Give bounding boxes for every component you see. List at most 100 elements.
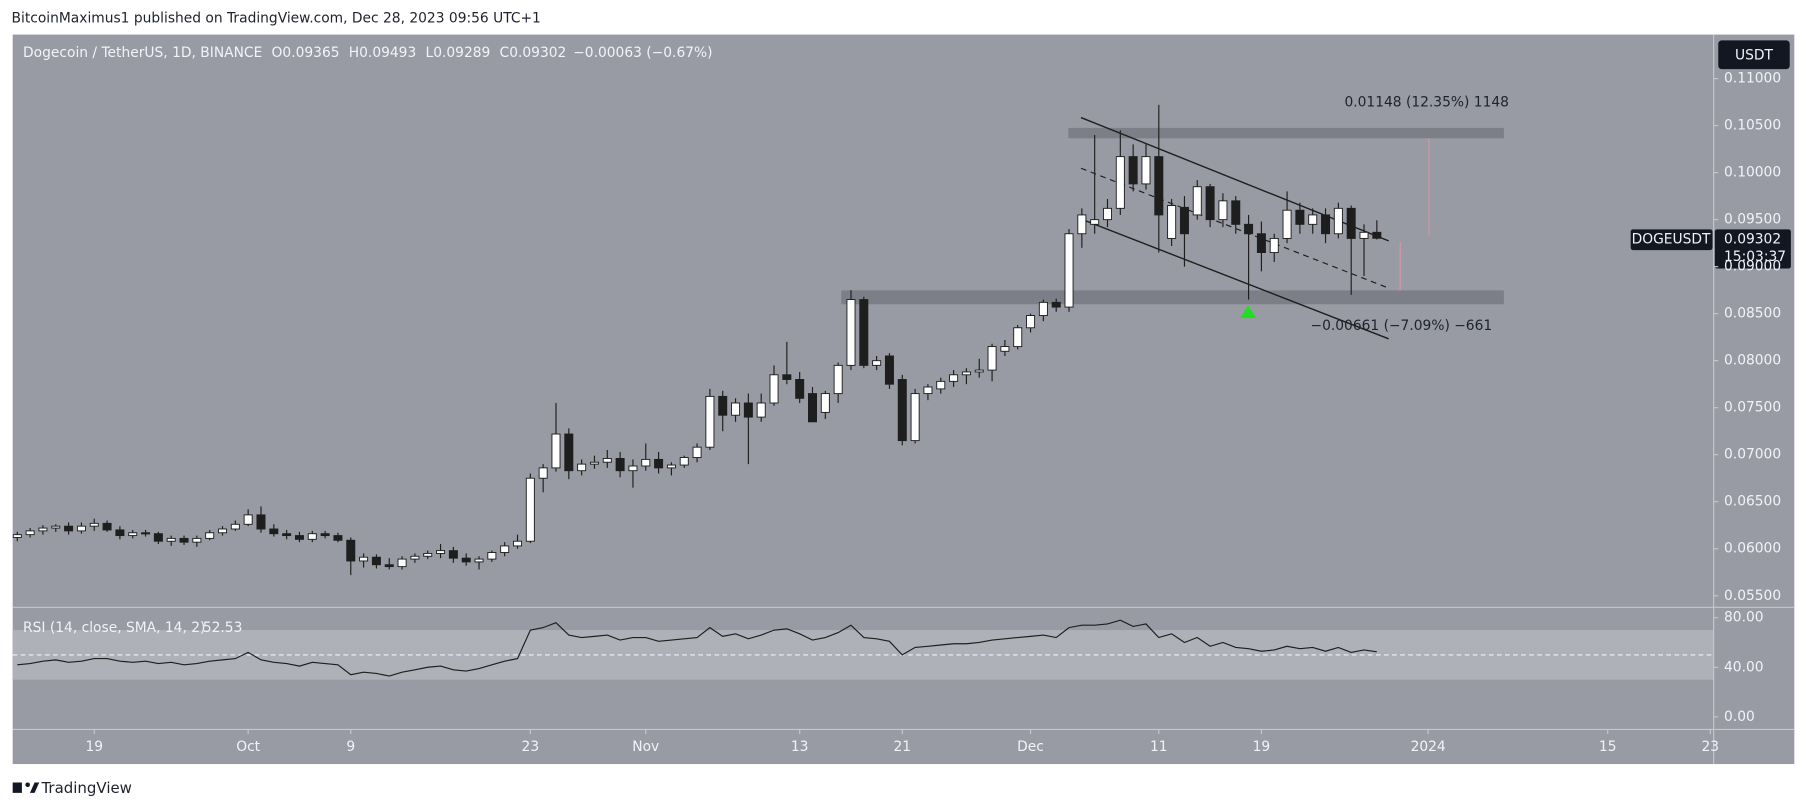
candle-body bbox=[487, 552, 497, 560]
candle-body bbox=[1321, 214, 1331, 235]
candle-body bbox=[1090, 219, 1100, 225]
countdown: 15:03:37 bbox=[1724, 249, 1786, 265]
channel-bottom bbox=[1080, 218, 1389, 340]
candle-body bbox=[1256, 233, 1266, 254]
candle-body bbox=[615, 458, 625, 472]
y-tick-label: 0.08500 bbox=[1724, 306, 1781, 322]
candle-body bbox=[820, 393, 830, 413]
candle-body bbox=[76, 525, 86, 532]
candle-body bbox=[679, 457, 689, 466]
candle-body bbox=[1051, 301, 1061, 308]
x-tick-label: 2024 bbox=[1411, 739, 1446, 755]
candle-body bbox=[1244, 223, 1254, 235]
candle-body bbox=[884, 355, 894, 385]
candle-body bbox=[705, 395, 715, 448]
candle-body bbox=[641, 458, 651, 467]
support-zone bbox=[841, 290, 1504, 305]
candle-body bbox=[589, 461, 599, 465]
rsi-tick-label: 0.00 bbox=[1724, 709, 1755, 725]
candle-body bbox=[1346, 207, 1356, 239]
x-tick-label: 21 bbox=[893, 739, 911, 755]
candle-body bbox=[320, 533, 330, 537]
candle-body bbox=[89, 522, 99, 527]
candle-body bbox=[513, 540, 523, 547]
symbol-box bbox=[1630, 229, 1713, 251]
candle-body bbox=[25, 530, 35, 536]
candle-body bbox=[51, 525, 61, 529]
candle-body bbox=[782, 374, 792, 380]
candle-body bbox=[423, 552, 433, 557]
candle-body bbox=[1013, 327, 1023, 348]
x-tick-label: 23 bbox=[522, 739, 540, 755]
last-price: 0.09302 bbox=[1724, 232, 1781, 248]
candle-body bbox=[1077, 214, 1087, 235]
legend-value: 0.09289 bbox=[433, 45, 490, 61]
candle-body bbox=[1282, 209, 1292, 239]
legend-text: Dogecoin / TetherUS, 1D, BINANCE O0.09365… bbox=[23, 45, 712, 61]
y-tick-label: 0.08000 bbox=[1724, 353, 1781, 369]
rsi-tick-label: 80.00 bbox=[1724, 610, 1764, 626]
x-tick-label: 15 bbox=[1599, 739, 1617, 755]
candle-body bbox=[731, 402, 741, 416]
candle-body bbox=[756, 402, 766, 418]
footer-logo bbox=[12, 782, 40, 793]
candle-body bbox=[294, 535, 304, 540]
candle-body bbox=[1359, 231, 1369, 239]
candle-body bbox=[461, 557, 471, 563]
candle-body bbox=[12, 534, 22, 538]
candle-body bbox=[128, 532, 138, 537]
candle-body bbox=[205, 532, 215, 539]
candle-body bbox=[1026, 315, 1036, 329]
candle-body bbox=[666, 464, 676, 469]
legend-key: O bbox=[272, 45, 283, 61]
x-tick-label: 13 bbox=[791, 739, 809, 755]
legend-title: Dogecoin / TetherUS, 1D, BINANCE bbox=[23, 45, 262, 61]
y-tick-label: 0.09500 bbox=[1724, 212, 1781, 228]
candle-body bbox=[371, 556, 381, 566]
x-tick-label: 11 bbox=[1150, 739, 1168, 755]
rsi-tick-label: 40.00 bbox=[1724, 659, 1764, 675]
candle-body bbox=[1115, 156, 1125, 209]
candle-body bbox=[1141, 156, 1151, 185]
candle-body bbox=[808, 393, 817, 423]
candle-body bbox=[564, 433, 574, 472]
legend-value: 0.09493 bbox=[359, 45, 416, 61]
candle-body bbox=[500, 545, 510, 553]
candle-body bbox=[654, 458, 664, 469]
signal-triangle bbox=[1240, 305, 1257, 319]
candle-body bbox=[846, 299, 856, 366]
candle-body bbox=[743, 402, 753, 418]
legend-key: L bbox=[425, 45, 433, 61]
y-tick-label: 0.05500 bbox=[1724, 588, 1781, 604]
candle-body bbox=[910, 393, 920, 442]
header: BitcoinMaximus1 published on TradingView… bbox=[12, 10, 541, 26]
measure-label: 0.01148 (12.35%) 1148 bbox=[1344, 95, 1509, 111]
y-tick-label: 0.10000 bbox=[1724, 165, 1781, 181]
candle-body bbox=[153, 533, 163, 542]
candle-body bbox=[166, 537, 176, 542]
candle-body bbox=[436, 550, 446, 554]
resistance-zone bbox=[1068, 127, 1504, 139]
legend-value: 0.09302 bbox=[509, 45, 566, 61]
currency-label[interactable]: USDT bbox=[1735, 47, 1774, 63]
rsi-line bbox=[17, 619, 1377, 677]
price-box bbox=[1714, 229, 1791, 269]
candle-body bbox=[102, 522, 112, 531]
legend-key: C bbox=[500, 45, 510, 61]
currency-button[interactable] bbox=[1718, 40, 1790, 70]
candle-body bbox=[218, 528, 228, 534]
candle-body bbox=[64, 525, 74, 532]
candle-body bbox=[1000, 346, 1010, 352]
candle-body bbox=[269, 528, 279, 535]
candle-body bbox=[1269, 237, 1279, 254]
candle-body bbox=[1372, 231, 1382, 239]
candle-body bbox=[256, 514, 266, 530]
y-tick-label: 0.09000 bbox=[1724, 259, 1781, 275]
y-tick-label: 0.06500 bbox=[1724, 494, 1781, 510]
legend-value: 0.09365 bbox=[282, 45, 339, 61]
candle-body bbox=[474, 558, 484, 563]
candle-body bbox=[1231, 200, 1241, 225]
candle-body bbox=[1295, 209, 1305, 225]
